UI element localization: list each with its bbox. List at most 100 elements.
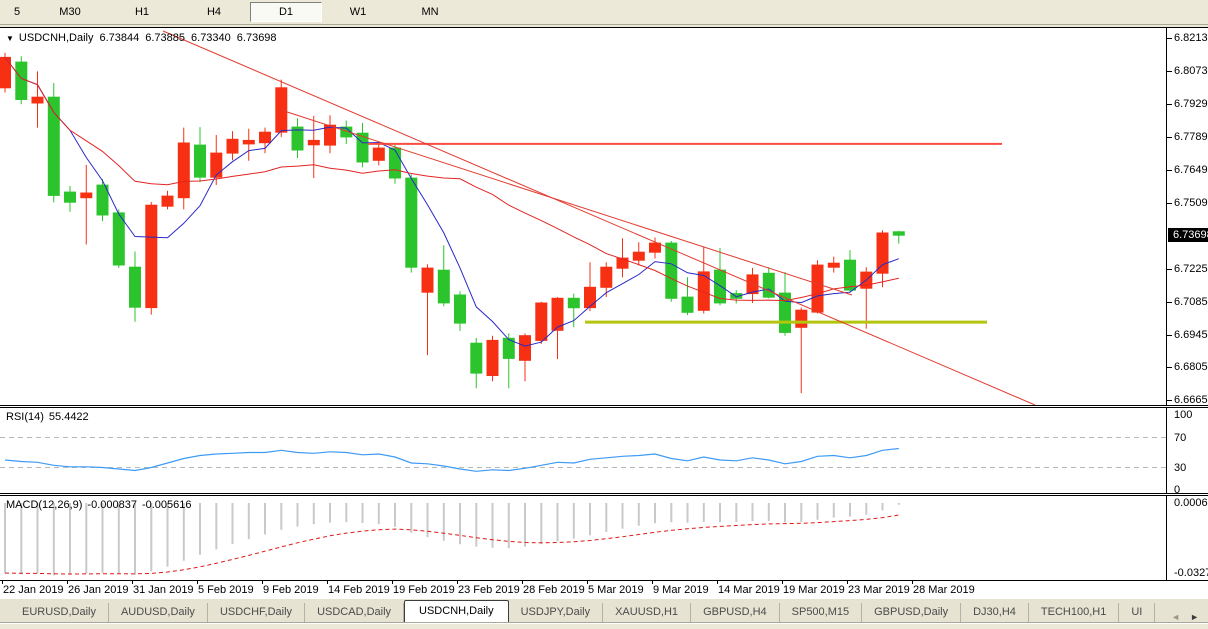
macd-hist-bar [36,503,39,574]
chart-tab-dj30-h4[interactable]: DJ30,H4 [961,603,1029,622]
downtrend-line-outer[interactable] [162,30,1036,405]
time-tick [327,581,328,584]
timeframe-button-h4[interactable]: H4 [206,6,222,18]
chart-tab-xauusd-h1[interactable]: XAUUSD,H1 [603,603,692,622]
chart-symbol-label: USDCNH,Daily [18,32,94,44]
macd-hist-bar [491,503,494,548]
rsi-plot[interactable] [0,408,1166,493]
time-tick [197,581,198,584]
pane-splitter-rsi[interactable] [0,405,1208,408]
price-tick-label: 6.77890 [1174,131,1208,143]
timeframe-button-m30[interactable]: M30 [59,6,81,18]
chart-tab-usdcnh-daily[interactable]: USDCNH,Daily [404,600,509,622]
price-tick [1167,71,1172,72]
time-tick [652,581,653,584]
chart-tab-usdcad-daily[interactable]: USDCAD,Daily [305,603,405,622]
chart-title: ▼ USDCNH,Daily 6.73844 6.73885 6.73340 6.7369… [6,32,277,44]
macd-hist-bar [101,503,104,573]
macd-hist-bar [85,503,88,574]
macd-hist-bar [507,503,510,549]
price-chart-pane[interactable]: ▼ USDCNH,Daily 6.73844 6.73885 6.73340 6.7369… [0,27,1166,405]
macd-hist-bar [150,503,153,572]
timeframe-button-w1[interactable]: W1 [349,6,367,18]
ohlc-close: 6.73698 [236,32,277,44]
tab-scroll-left-icon[interactable]: ◄ [1171,612,1181,622]
chart-tab-gbpusd-daily[interactable]: GBPUSD,Daily [862,603,962,622]
macd-axis-bottom-label: -0.03278 [1174,567,1208,579]
rsi-axis-label: 100 [1174,409,1193,421]
macd-hist-bar [231,503,234,544]
macd-plot[interactable] [0,496,1166,580]
macd-hist-bar [280,503,283,530]
rsi-pane[interactable]: RSI(14) 55.4422 [0,408,1166,493]
ma-fast-line[interactable] [4,57,899,347]
price-tick [1167,38,1172,39]
price-axis[interactable]: 6.82130 6.80730 6.79290 6.77890 6.76490 6.750… [1166,27,1208,406]
chart-tabs: EURUSD,Daily AUDUSD,Daily USDCHF,Daily USDC… [0,599,1208,623]
macd-pane[interactable]: MACD(12,26,9) -0.000837 -0.005616 [0,496,1166,580]
price-tick [1167,269,1172,270]
tab-scroll-controls: ◄ ► [1166,612,1208,622]
time-tick-label: 23 Feb 2019 [458,584,520,596]
downtrend-line-inner[interactable] [280,109,853,296]
time-tick-label: 31 Jan 2019 [133,584,194,596]
chart-tab-usdjpy-daily[interactable]: USDJPY,Daily [509,603,604,622]
macd-axis: 0.000684 -0.03278 [1166,496,1208,580]
time-tick-label: 28 Mar 2019 [913,584,975,596]
price-tick [1167,335,1172,336]
chart-tab-eurusd-daily[interactable]: EURUSD,Daily [10,603,109,622]
macd-hist-bar [832,503,835,518]
timeframe-button-5[interactable]: 5 [13,6,21,18]
price-tick [1167,302,1172,303]
price-tick-label: 6.69450 [1174,329,1208,341]
status-bar [0,623,1208,629]
chart-dropdown-icon[interactable]: ▼ [6,34,14,43]
price-tick-label: 6.72250 [1174,263,1208,275]
price-tick-label: 6.75090 [1174,197,1208,209]
tab-scroll-right-icon[interactable]: ► [1190,612,1199,622]
time-tick-label: 28 Feb 2019 [523,584,585,596]
macd-hist-bar [426,503,429,538]
time-tick [717,581,718,584]
rsi-axis-label: 30 [1174,462,1187,474]
macd-hist-bar [524,503,526,547]
macd-hist-bar [247,503,250,540]
macd-hist-bar [410,503,413,533]
timeframe-button-mn[interactable]: MN [421,6,439,18]
candles [0,52,905,394]
macd-label: MACD(12,26,9) [6,499,83,511]
macd-hist-bar [215,503,218,550]
ma-slow-line[interactable] [4,57,899,302]
time-tick-label: 23 Mar 2019 [848,584,910,596]
chart-tab-gbpusd-h4[interactable]: GBPUSD,H4 [691,603,780,622]
chart-tab-tech100-h1[interactable]: TECH100,H1 [1029,603,1120,622]
time-tick-label: 14 Feb 2019 [328,584,390,596]
macd-hist-bar [377,503,380,525]
chart-tab-ui[interactable]: UI [1119,603,1156,622]
ohlc-open: 6.73844 [99,32,140,44]
timeframe-button-h1[interactable]: H1 [134,6,150,18]
macd-hist-bar [459,503,461,545]
timeframe-button-d1[interactable]: D1 [250,2,322,22]
macd-hist-bar [394,503,396,527]
macd-hist-bar [702,503,705,522]
macd-hist-bar [897,503,900,505]
time-axis[interactable]: 22 Jan 2019 26 Jan 2019 31 Jan 2019 5 Feb 2… [0,580,1208,599]
macd-hist-bar [134,503,136,575]
macd-hist-bar [264,503,266,535]
chart-tab-sp500-m15[interactable]: SP500,M15 [780,603,863,622]
chart-tab-usdchf-daily[interactable]: USDCHF,Daily [208,603,306,622]
pane-splitter-macd[interactable] [0,493,1208,496]
macd-hist-bar [312,503,315,525]
candlestick-plot[interactable] [0,28,1166,405]
price-tick-label: 6.70850 [1174,296,1208,308]
price-tick [1167,400,1172,401]
chart-tab-audusd-daily[interactable]: AUDUSD,Daily [109,603,208,622]
ohlc-low: 6.73340 [191,32,231,44]
macd-hist-bar [735,503,738,523]
price-tick-label: 6.80730 [1174,65,1208,77]
macd-hist-bar [117,503,120,574]
time-tick-label: 19 Feb 2019 [393,584,455,596]
macd-hist-bar [69,503,71,575]
